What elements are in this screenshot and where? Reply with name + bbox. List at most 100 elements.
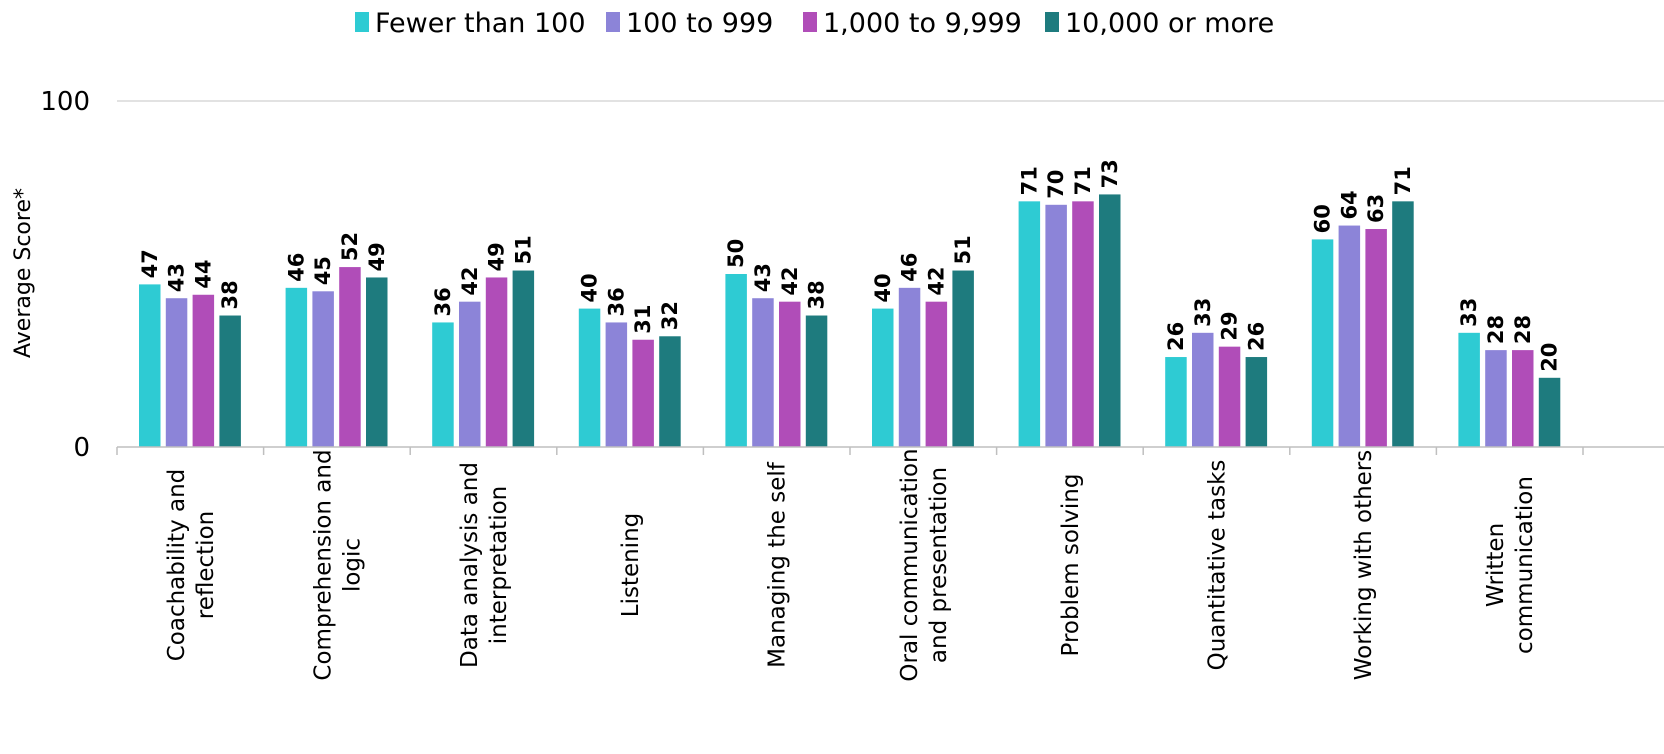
bar [1485,350,1507,447]
bar [312,291,334,447]
bar [219,315,241,447]
data-label: 71 [1391,166,1415,195]
legend-label: 1,000 to 9,999 [823,8,1022,39]
category-label-line: Coachability and [164,469,190,662]
bar [1512,350,1534,447]
bar [578,308,601,447]
bar [1338,225,1361,447]
data-label: 28 [1511,315,1535,344]
bar [779,301,801,447]
bar [1311,239,1334,447]
data-label: 31 [631,305,655,334]
category-label-line: interpretation [486,486,512,644]
data-label: 36 [431,287,455,316]
x-tick-label: Comprehension and logic [310,449,365,680]
bar [1392,201,1414,447]
data-label: 38 [218,280,242,309]
data-label: 51 [951,235,975,264]
x-tick-label: Oral communication and presentation [897,448,952,681]
category-label-line: reflection [193,511,219,619]
data-label: 43 [165,263,189,292]
legend: Fewer than 100 100 to 999 1,000 to 9,999 10… [355,8,1274,39]
category-label-line: Oral communication [897,448,923,681]
x-tick-label: Managing the self [765,461,791,668]
data-label: 20 [1538,343,1562,372]
legend-label: 100 to 999 [626,8,773,39]
category-label-line: Working with others [1351,450,1377,680]
data-label: 44 [191,260,215,289]
x-tick-label: Problem solving [1058,474,1084,657]
data-label: 43 [751,263,775,292]
data-label: 63 [1364,194,1388,223]
data-label: 26 [1164,322,1188,351]
bar [725,274,747,447]
bar [952,270,974,447]
category-label-line: Comprehension and [310,449,336,680]
legend-item: 100 to 999 [606,8,773,39]
bar [1099,194,1121,447]
bar [1018,201,1041,447]
category-label-line: Data analysis and [457,462,483,668]
category-label-line: and presentation [926,467,952,663]
bar [432,322,454,447]
category-label-line: logic [339,538,365,592]
bar [192,294,215,447]
bar [1245,357,1268,447]
bar [1538,377,1561,447]
bar [1072,201,1094,447]
x-tick-label: Coachability and reflection [164,469,219,662]
data-label: 36 [604,287,628,316]
bar [805,315,828,447]
data-label: 42 [924,266,948,295]
x-tick-label: Written communication [1483,476,1538,654]
data-label: 47 [138,249,162,278]
bar [139,284,161,447]
data-label: 32 [658,301,682,330]
bar [285,287,308,447]
data-label: 71 [1017,166,1041,195]
bar [512,270,535,447]
data-label: 51 [511,235,535,264]
legend-item: 1,000 to 9,999 [803,8,1022,39]
legend-label: 10,000 or more [1065,8,1274,39]
data-label: 64 [1337,190,1361,219]
bars [139,194,1561,447]
category-label-line: Written [1483,523,1509,607]
data-label: 46 [284,253,308,282]
bar [1192,332,1214,447]
bar [632,339,654,447]
bar [752,298,774,447]
data-label: 40 [578,273,602,302]
bar [659,336,681,447]
y-axis-title: Average Score* [11,188,36,358]
y-tick-label: 0 [73,433,90,463]
data-label: 38 [805,280,829,309]
data-label: 28 [1484,315,1508,344]
bar [925,301,948,447]
bar [1458,332,1480,447]
legend-item: 10,000 or more [1045,8,1274,39]
bar [165,298,188,447]
data-label: 33 [1191,298,1215,327]
bar [485,277,508,447]
legend-label: Fewer than 100 [375,8,586,39]
legend-swatch [803,12,817,32]
legend-swatch [355,12,369,32]
data-label: 42 [458,266,482,295]
data-label: 60 [1311,204,1335,233]
data-label: 40 [871,273,895,302]
data-label: 29 [1218,311,1242,340]
category-label-line: Listening [618,513,644,618]
data-label: 73 [1098,159,1122,188]
category-label-line: Quantitative tasks [1205,460,1231,671]
category-label-line: communication [1512,476,1538,654]
bar [898,287,921,447]
category-label-line: Managing the self [765,461,791,668]
legend-item: Fewer than 100 [355,8,586,39]
x-tick-label: Working with others [1351,450,1377,680]
data-label: 70 [1044,170,1068,199]
data-label: 45 [311,256,335,285]
y-tick-label: 100 [40,87,90,117]
